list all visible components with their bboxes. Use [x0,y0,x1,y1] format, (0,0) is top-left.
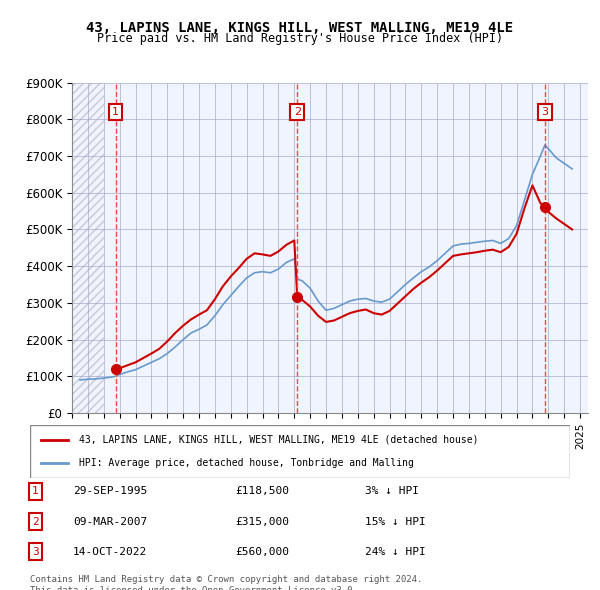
Text: £118,500: £118,500 [235,486,289,496]
Text: 1: 1 [112,107,119,117]
FancyBboxPatch shape [30,425,570,478]
Text: 43, LAPINS LANE, KINGS HILL, WEST MALLING, ME19 4LE (detached house): 43, LAPINS LANE, KINGS HILL, WEST MALLIN… [79,435,478,445]
Text: 15% ↓ HPI: 15% ↓ HPI [365,517,425,527]
43, LAPINS LANE, KINGS HILL, WEST MALLING, ME19 4LE (detached house) [513,230,520,237]
Text: 1: 1 [32,486,39,496]
Text: 3% ↓ HPI: 3% ↓ HPI [365,486,419,496]
43, LAPINS LANE, KINGS HILL, WEST MALLING, ME19 4LE (detached house) [112,366,119,373]
Line: HPI: Average price, detached house, Tonbridge and Malling: HPI: Average price, detached house, Tonb… [80,145,572,380]
HPI: Average price, detached house, Tonbridge and Malling: (2.02e+03, 4.62e+05): Average price, detached house, Tonbridge… [466,240,473,247]
Text: 2: 2 [32,517,39,527]
HPI: Average price, detached house, Tonbridge and Malling: (2e+03, 2.28e+05): Average price, detached house, Tonbridge… [196,326,203,333]
Text: £315,000: £315,000 [235,517,289,527]
HPI: Average price, detached house, Tonbridge and Malling: (2.01e+03, 4.2e+05): Average price, detached house, Tonbridge… [290,255,298,263]
Text: £560,000: £560,000 [235,547,289,557]
43, LAPINS LANE, KINGS HILL, WEST MALLING, ME19 4LE (detached house) [275,248,282,255]
Text: 3: 3 [32,547,39,557]
43, LAPINS LANE, KINGS HILL, WEST MALLING, ME19 4LE (detached house) [569,226,576,233]
Bar [72,83,104,413]
HPI: Average price, detached house, Tonbridge and Malling: (1.99e+03, 9e+04): Average price, detached house, Tonbridge… [76,376,83,384]
43, LAPINS LANE, KINGS HILL, WEST MALLING, ME19 4LE (detached house) [354,307,361,314]
Text: 14-OCT-2022: 14-OCT-2022 [73,547,148,557]
HPI: Average price, detached house, Tonbridge and Malling: (2.02e+03, 7.3e+05): Average price, detached house, Tonbridge… [541,142,548,149]
Text: 09-MAR-2007: 09-MAR-2007 [73,517,148,527]
Text: 3: 3 [541,107,548,117]
Text: Price paid vs. HM Land Registry's House Price Index (HPI): Price paid vs. HM Land Registry's House … [97,32,503,45]
Text: HPI: Average price, detached house, Tonbridge and Malling: HPI: Average price, detached house, Tonb… [79,458,413,468]
Text: 29-SEP-1995: 29-SEP-1995 [73,486,148,496]
43, LAPINS LANE, KINGS HILL, WEST MALLING, ME19 4LE (detached house) [529,182,536,189]
43, LAPINS LANE, KINGS HILL, WEST MALLING, ME19 4LE (detached house) [386,307,393,314]
HPI: Average price, detached house, Tonbridge and Malling: (2e+03, 3.2e+05): Average price, detached house, Tonbridge… [227,292,235,299]
43, LAPINS LANE, KINGS HILL, WEST MALLING, ME19 4LE (detached house) [219,283,226,290]
HPI: Average price, detached house, Tonbridge and Malling: (2.02e+03, 7e+05): Average price, detached house, Tonbridge… [537,152,544,159]
Text: 24% ↓ HPI: 24% ↓ HPI [365,547,425,557]
HPI: Average price, detached house, Tonbridge and Malling: (2.02e+03, 6.65e+05): Average price, detached house, Tonbridge… [569,165,576,172]
Text: 2: 2 [294,107,301,117]
HPI: Average price, detached house, Tonbridge and Malling: (2e+03, 1e+05): Average price, detached house, Tonbridge… [112,373,119,380]
Line: 43, LAPINS LANE, KINGS HILL, WEST MALLING, ME19 4LE (detached house): 43, LAPINS LANE, KINGS HILL, WEST MALLIN… [116,185,572,369]
Text: 43, LAPINS LANE, KINGS HILL, WEST MALLING, ME19 4LE: 43, LAPINS LANE, KINGS HILL, WEST MALLIN… [86,21,514,35]
Text: Contains HM Land Registry data © Crown copyright and database right 2024.
This d: Contains HM Land Registry data © Crown c… [30,575,422,590]
43, LAPINS LANE, KINGS HILL, WEST MALLING, ME19 4LE (detached house) [203,307,211,314]
